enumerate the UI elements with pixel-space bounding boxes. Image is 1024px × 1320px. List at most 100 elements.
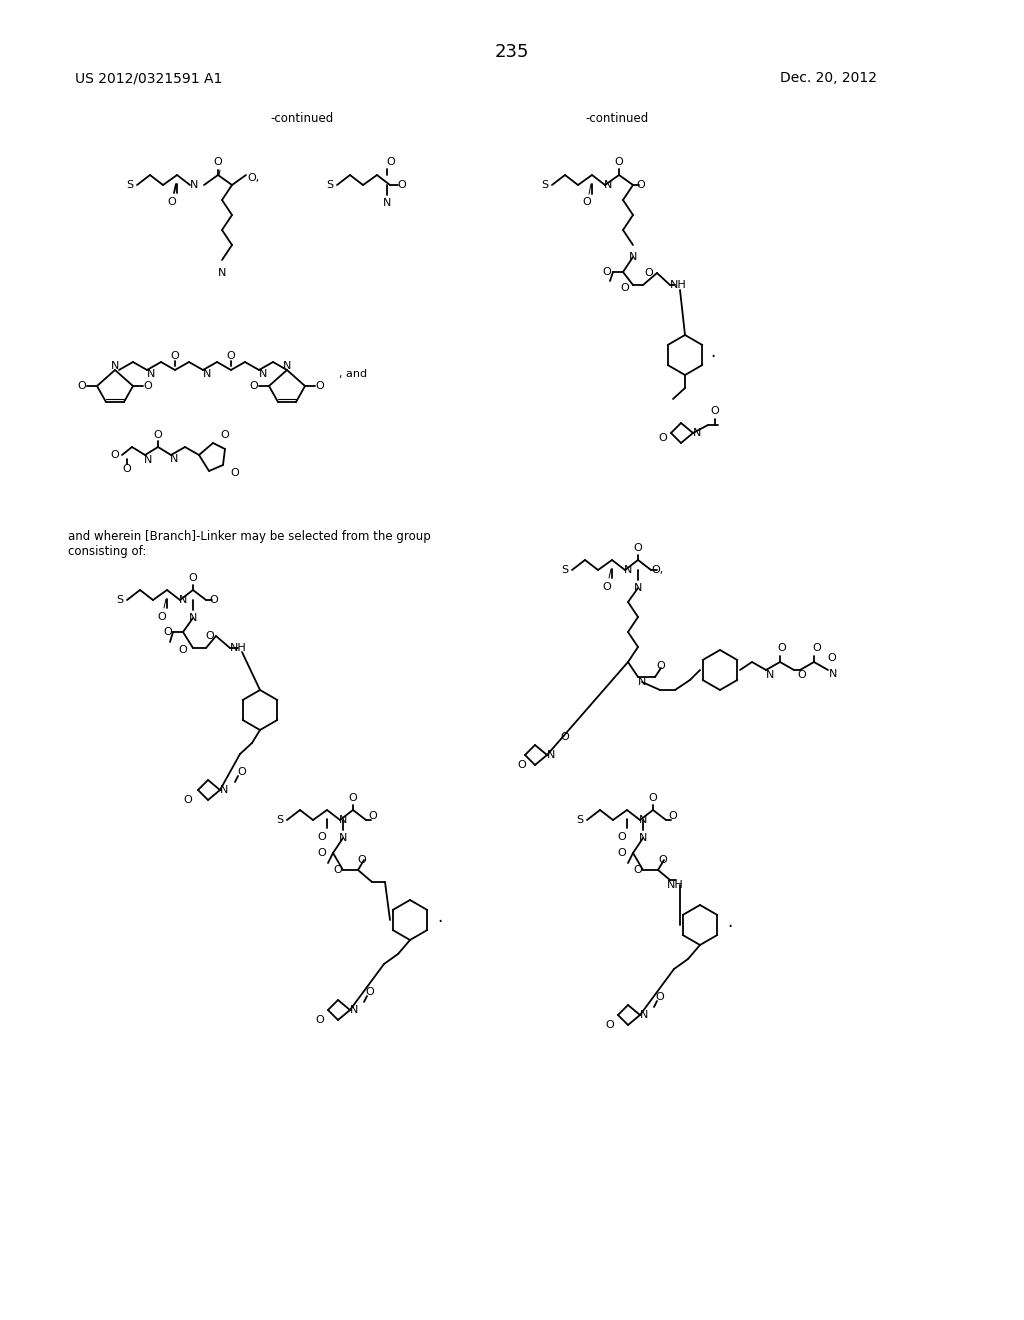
Text: O: O	[317, 832, 327, 842]
Text: O: O	[669, 810, 677, 821]
Text: O: O	[315, 1015, 325, 1026]
Text: O: O	[210, 595, 218, 605]
Text: O: O	[603, 267, 611, 277]
Text: N: N	[179, 595, 187, 605]
Text: O: O	[317, 847, 327, 858]
Text: O: O	[648, 793, 657, 803]
Text: O: O	[798, 671, 806, 680]
Text: N: N	[828, 669, 838, 678]
Text: O: O	[614, 157, 624, 168]
Text: O: O	[357, 855, 367, 865]
Text: O: O	[78, 381, 86, 391]
Text: O: O	[168, 197, 176, 207]
Text: O: O	[397, 180, 407, 190]
Text: N: N	[639, 833, 647, 843]
Text: NH: NH	[229, 643, 247, 653]
Text: N: N	[624, 565, 632, 576]
Text: N: N	[350, 1005, 358, 1015]
Text: O: O	[813, 643, 821, 653]
Text: O: O	[655, 993, 665, 1002]
Text: N: N	[383, 198, 391, 209]
Text: N: N	[283, 360, 291, 371]
Text: O: O	[214, 157, 222, 168]
Text: S: S	[542, 180, 549, 190]
Text: O: O	[634, 543, 642, 553]
Text: N: N	[203, 370, 211, 379]
Text: O: O	[334, 865, 342, 875]
Text: O: O	[603, 582, 611, 591]
Text: 235: 235	[495, 44, 529, 61]
Text: N: N	[339, 814, 347, 825]
Text: O: O	[171, 351, 179, 360]
Text: O: O	[777, 643, 786, 653]
Text: O: O	[369, 810, 378, 821]
Text: N: N	[189, 180, 199, 190]
Text: S: S	[276, 814, 284, 825]
Text: N: N	[259, 370, 267, 379]
Text: O,: O,	[248, 173, 260, 183]
Text: NH: NH	[670, 280, 686, 290]
Text: O: O	[315, 381, 325, 391]
Text: N: N	[640, 1010, 648, 1020]
Text: O: O	[366, 987, 375, 997]
Text: O: O	[158, 612, 166, 622]
Text: N: N	[604, 180, 612, 190]
Text: O: O	[226, 351, 236, 360]
Text: N: N	[146, 370, 156, 379]
Text: O: O	[658, 433, 668, 444]
Text: O: O	[250, 381, 258, 391]
Text: O: O	[517, 760, 526, 770]
Text: O: O	[164, 627, 172, 638]
Text: N: N	[766, 671, 774, 680]
Text: N: N	[111, 360, 119, 371]
Text: N: N	[143, 455, 153, 465]
Text: O: O	[183, 795, 193, 805]
Text: Dec. 20, 2012: Dec. 20, 2012	[780, 71, 877, 84]
Text: O: O	[634, 865, 642, 875]
Text: O: O	[645, 268, 653, 279]
Text: .: .	[711, 343, 716, 360]
Text: N: N	[170, 454, 178, 465]
Text: O: O	[230, 469, 240, 478]
Text: .: .	[727, 913, 732, 931]
Text: S: S	[327, 180, 334, 190]
Text: O: O	[206, 631, 214, 642]
Text: S: S	[126, 180, 133, 190]
Text: O: O	[220, 430, 229, 440]
Text: O: O	[617, 832, 627, 842]
Text: US 2012/0321591 A1: US 2012/0321591 A1	[75, 71, 222, 84]
Text: -continued: -continued	[585, 111, 648, 124]
Text: N: N	[218, 268, 226, 279]
Text: O: O	[583, 197, 592, 207]
Text: O: O	[238, 767, 247, 777]
Text: -continued: -continued	[270, 111, 333, 124]
Text: S: S	[577, 814, 584, 825]
Text: N: N	[220, 785, 228, 795]
Text: S: S	[561, 565, 568, 576]
Text: N: N	[693, 428, 701, 438]
Text: N: N	[634, 583, 642, 593]
Text: S: S	[117, 595, 124, 605]
Text: O: O	[637, 180, 645, 190]
Text: and wherein [Branch]-Linker may be selected from the group
consisting of:: and wherein [Branch]-Linker may be selec…	[68, 531, 431, 558]
Text: N: N	[629, 252, 637, 261]
Text: .: .	[437, 908, 442, 927]
Text: O: O	[178, 645, 187, 655]
Text: NH: NH	[667, 880, 683, 890]
Text: O: O	[123, 465, 131, 474]
Text: O,: O,	[652, 565, 665, 576]
Text: O: O	[827, 653, 837, 663]
Text: N: N	[339, 833, 347, 843]
Text: N: N	[639, 814, 647, 825]
Text: O: O	[621, 282, 630, 293]
Text: O: O	[111, 450, 120, 459]
Text: O: O	[348, 793, 357, 803]
Text: N: N	[547, 750, 555, 760]
Text: O: O	[605, 1020, 614, 1030]
Text: O: O	[656, 661, 666, 671]
Text: O: O	[711, 407, 720, 416]
Text: O: O	[188, 573, 198, 583]
Text: O: O	[154, 430, 163, 440]
Text: O: O	[658, 855, 668, 865]
Text: O: O	[560, 733, 569, 742]
